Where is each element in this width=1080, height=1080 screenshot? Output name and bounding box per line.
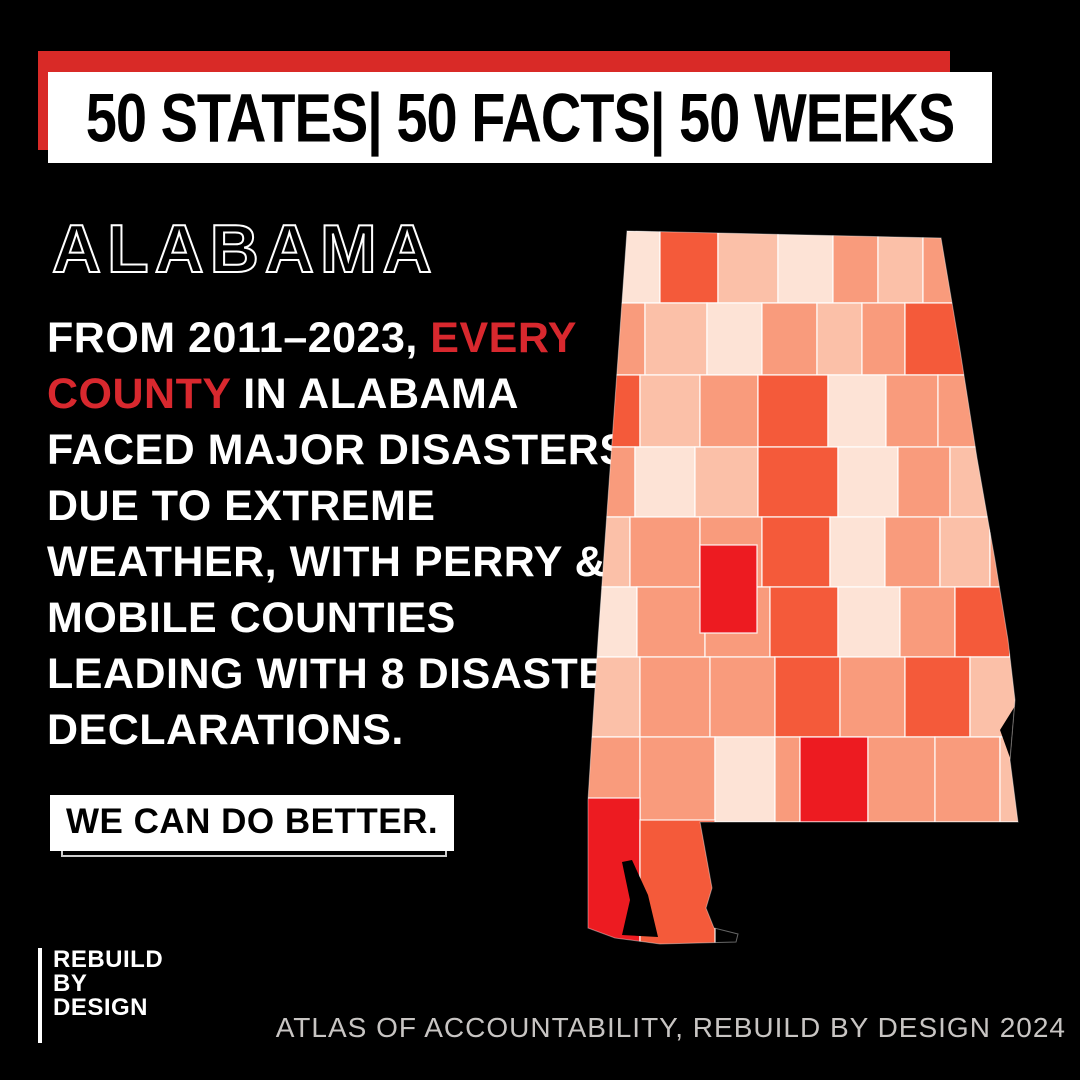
county-cell — [837, 586, 901, 658]
county-cell — [867, 736, 936, 823]
series-banner: 50 STATES| 50 FACTS| 50 WEEKS — [48, 72, 992, 163]
fact-highlight: COUNTY — [47, 370, 231, 418]
fact-line: WEATHER, WITH PERRY & — [47, 534, 606, 590]
logo-line: REBUILD — [53, 946, 164, 973]
county-cell — [832, 231, 879, 304]
county-cell — [717, 231, 779, 304]
county-cell — [774, 656, 841, 738]
county-cell — [1009, 586, 1018, 658]
fact-text: IN ALABAMA — [230, 370, 519, 418]
water-cutout — [622, 860, 658, 937]
fact-text: DUE TO EXTREME — [47, 482, 436, 530]
fact-line: FROM 2011–2023, EVERY — [47, 310, 587, 366]
county-cell — [777, 231, 834, 304]
county-cell — [839, 656, 906, 738]
county-cell — [761, 516, 831, 588]
county-cell — [659, 231, 719, 304]
county-cell — [934, 736, 1001, 823]
county-cell — [714, 736, 776, 823]
county-cell — [829, 516, 886, 588]
county-cell — [904, 302, 966, 376]
county-cell — [588, 302, 646, 376]
county-cell — [969, 656, 1018, 738]
county-cell — [774, 736, 801, 823]
series-banner-title: 50 STATES| 50 FACTS| 50 WEEKS — [85, 79, 956, 156]
county-cell — [949, 446, 1003, 518]
fact-line: COUNTY IN ALABAMA — [47, 366, 587, 422]
county-cell — [757, 374, 829, 448]
cta-banner: WE CAN DO BETTER. — [50, 795, 455, 851]
fact-text: DECLARATIONS. — [47, 706, 404, 754]
county-cell — [706, 302, 763, 376]
logo-line: DESIGN — [53, 994, 149, 1021]
county-cell — [588, 656, 641, 738]
logo-vertical-bar — [38, 948, 42, 1043]
county-cell — [877, 231, 924, 304]
county-cell — [897, 446, 951, 518]
county-cell — [639, 656, 711, 738]
county-cell — [837, 446, 899, 518]
county-cell — [588, 446, 636, 518]
fact-text: WEATHER, WITH PERRY & — [47, 538, 607, 586]
county-cell — [999, 736, 1018, 823]
county-cell — [644, 302, 708, 376]
state-title: ALABAMA — [51, 210, 438, 288]
fact-highlight: EVERY — [430, 314, 577, 362]
county-cell — [922, 231, 1018, 304]
county-cell — [937, 374, 989, 448]
county-cell — [799, 736, 869, 823]
county-cell — [987, 374, 1018, 448]
county-cell — [964, 302, 1018, 376]
fact-text: FACED MAJOR DISASTERS — [47, 426, 629, 474]
county-cell — [884, 516, 941, 588]
county-cell — [885, 374, 939, 448]
county-cell — [939, 516, 991, 588]
county-cell — [1001, 446, 1018, 518]
rebuild-by-design-logo: REBUILD BY DESIGN — [38, 948, 163, 1043]
county-cell — [699, 374, 759, 448]
county-cell — [827, 374, 887, 448]
fact-line: MOBILE COUNTIES — [47, 590, 587, 646]
fact-line: FACED MAJOR DISASTERS — [47, 422, 628, 478]
county-cell — [757, 446, 839, 518]
county-cell — [899, 586, 956, 658]
logo-wordmark: REBUILD BY DESIGN — [53, 948, 163, 1043]
county-cell — [954, 586, 1011, 658]
fact-line: DUE TO EXTREME — [47, 478, 587, 534]
county-cell — [636, 586, 706, 658]
fact-line: LEADING WITH 8 DISASTER — [47, 646, 639, 702]
county-cell — [761, 302, 818, 376]
county-cell — [816, 302, 863, 376]
fact-text: FROM 2011–2023, — [47, 314, 431, 362]
county-cell — [694, 446, 759, 518]
logo-line: BY — [53, 970, 88, 997]
county-cell — [904, 656, 971, 738]
county-cell — [588, 374, 641, 448]
county-cell — [639, 374, 701, 448]
county-cell — [989, 516, 1018, 588]
fact-text: MOBILE COUNTIES — [47, 594, 456, 642]
attribution-text: ATLAS OF ACCOUNTABILITY, REBUILD BY DESI… — [275, 1012, 1066, 1043]
county-cell — [634, 446, 696, 518]
county-cell — [709, 656, 776, 738]
county-cell — [588, 231, 661, 304]
county-cell — [861, 302, 906, 376]
county-cell — [629, 516, 701, 588]
fact-text: LEADING WITH 8 DISASTER — [47, 650, 640, 698]
county-cell — [699, 544, 758, 634]
state-outline — [587, 230, 1019, 945]
fact-line: DECLARATIONS. — [47, 702, 587, 758]
county-cell — [639, 736, 716, 823]
county-cell — [588, 516, 631, 588]
county-cell — [769, 586, 839, 658]
fact-paragraph: FROM 2011–2023, EVERY COUNTY IN ALABAMA FA… — [47, 310, 639, 758]
alabama-county-choropleth-map — [587, 230, 1019, 945]
